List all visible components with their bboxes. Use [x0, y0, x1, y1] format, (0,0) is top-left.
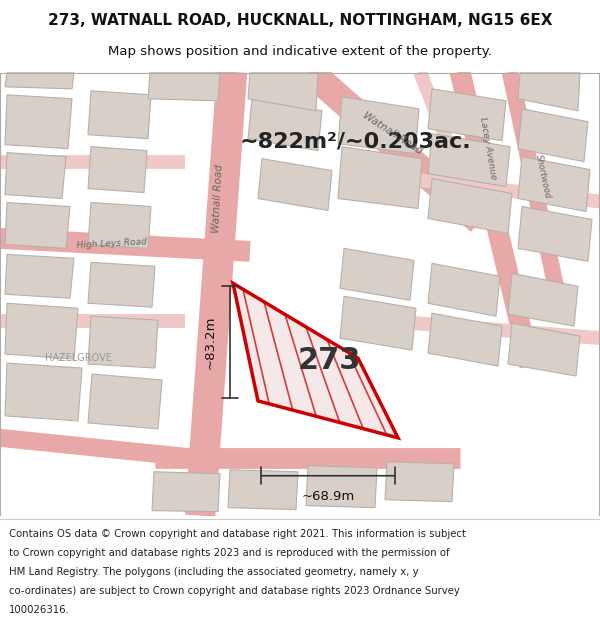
Polygon shape — [5, 303, 78, 359]
Text: Map shows position and indicative extent of the property.: Map shows position and indicative extent… — [108, 45, 492, 58]
Polygon shape — [88, 316, 158, 368]
Polygon shape — [518, 73, 580, 111]
Text: Contains OS data © Crown copyright and database right 2021. This information is : Contains OS data © Crown copyright and d… — [9, 529, 466, 539]
Text: 273, WATNALL ROAD, HUCKNALL, NOTTINGHAM, NG15 6EX: 273, WATNALL ROAD, HUCKNALL, NOTTINGHAM,… — [48, 12, 552, 28]
Polygon shape — [428, 89, 506, 141]
Polygon shape — [88, 374, 162, 429]
Polygon shape — [228, 470, 298, 509]
Text: Watnall Road: Watnall Road — [211, 164, 225, 233]
Text: 100026316.: 100026316. — [9, 605, 70, 615]
Polygon shape — [5, 254, 74, 298]
Polygon shape — [5, 363, 82, 421]
Polygon shape — [428, 263, 500, 316]
Text: High Leys Road: High Leys Road — [77, 237, 147, 250]
Polygon shape — [5, 95, 72, 149]
Text: 273: 273 — [298, 346, 361, 374]
Polygon shape — [306, 466, 377, 508]
Polygon shape — [248, 73, 318, 111]
Text: ~83.2m: ~83.2m — [204, 316, 217, 369]
Polygon shape — [88, 202, 151, 248]
Polygon shape — [233, 283, 398, 438]
Text: ~822m²/~0.203ac.: ~822m²/~0.203ac. — [239, 132, 471, 152]
Polygon shape — [258, 159, 332, 211]
Polygon shape — [428, 313, 502, 366]
Polygon shape — [428, 179, 512, 233]
Polygon shape — [5, 152, 66, 199]
Polygon shape — [518, 157, 590, 211]
Polygon shape — [5, 73, 74, 89]
Polygon shape — [152, 472, 220, 512]
Text: HAZELGROVE: HAZELGROVE — [44, 353, 112, 363]
Polygon shape — [88, 91, 151, 139]
Polygon shape — [385, 462, 454, 502]
Text: ~68.9m: ~68.9m — [301, 490, 355, 502]
Polygon shape — [338, 147, 422, 209]
Polygon shape — [518, 109, 588, 162]
Polygon shape — [88, 262, 155, 308]
Polygon shape — [338, 97, 419, 154]
Polygon shape — [340, 248, 414, 300]
Text: Shortwood: Shortwood — [534, 154, 552, 199]
Text: Lacey Avenue: Lacey Avenue — [478, 117, 498, 181]
Polygon shape — [340, 296, 416, 350]
Polygon shape — [518, 206, 592, 261]
Text: Watnall Road: Watnall Road — [361, 111, 424, 157]
Polygon shape — [148, 73, 220, 101]
Polygon shape — [5, 202, 70, 248]
Text: to Crown copyright and database rights 2023 and is reproduced with the permissio: to Crown copyright and database rights 2… — [9, 548, 449, 558]
Polygon shape — [508, 323, 580, 376]
Polygon shape — [508, 273, 578, 326]
Text: co-ordinates) are subject to Crown copyright and database rights 2023 Ordnance S: co-ordinates) are subject to Crown copyr… — [9, 586, 460, 596]
Polygon shape — [428, 134, 510, 186]
Text: HM Land Registry. The polygons (including the associated geometry, namely x, y: HM Land Registry. The polygons (includin… — [9, 567, 419, 577]
Polygon shape — [88, 147, 147, 192]
Polygon shape — [248, 99, 322, 151]
